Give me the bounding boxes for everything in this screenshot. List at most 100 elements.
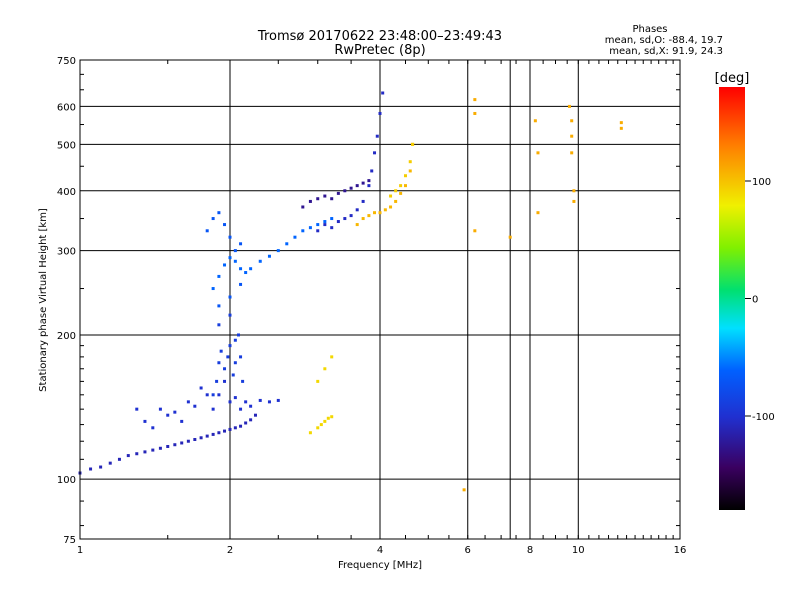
data-point — [193, 438, 197, 442]
data-point — [533, 119, 537, 123]
data-point — [330, 217, 334, 221]
data-point — [361, 199, 365, 203]
data-point — [343, 217, 347, 221]
data-point — [323, 419, 327, 423]
data-point — [211, 287, 215, 291]
y-axis-label: Stationary phase Virtual Height [km] — [38, 208, 49, 392]
data-point — [367, 179, 371, 183]
data-point — [219, 349, 223, 353]
data-point — [211, 432, 215, 436]
data-point — [276, 249, 280, 253]
data-point — [373, 211, 377, 215]
data-point — [349, 186, 353, 190]
colorbar-tick-label: 100 — [752, 177, 771, 188]
x-tick-label: 8 — [527, 545, 533, 556]
data-point — [389, 205, 393, 209]
data-point — [239, 267, 243, 271]
data-point — [233, 249, 237, 253]
data-point — [330, 226, 334, 230]
x-tick-label: 6 — [465, 545, 471, 556]
data-point — [228, 313, 232, 317]
data-point — [233, 361, 237, 365]
data-point — [308, 199, 312, 203]
data-point — [143, 419, 147, 423]
data-point — [326, 416, 330, 420]
data-point — [316, 223, 320, 227]
data-point — [223, 379, 227, 383]
data-point — [308, 226, 312, 230]
data-point — [343, 189, 347, 193]
data-point — [217, 304, 221, 308]
data-point — [330, 415, 334, 419]
x-tick-label: 1 — [77, 545, 83, 556]
data-point — [233, 259, 237, 263]
data-point — [135, 407, 139, 411]
data-point — [226, 355, 230, 359]
data-point — [473, 98, 477, 102]
data-point — [323, 194, 327, 198]
data-point — [570, 119, 574, 123]
data-point — [249, 404, 253, 408]
data-point — [217, 393, 221, 397]
data-point — [323, 223, 327, 227]
data-point — [205, 434, 209, 438]
data-point — [508, 235, 512, 239]
data-point — [473, 229, 477, 233]
y-tick-label: 300 — [57, 247, 76, 258]
data-point — [151, 448, 155, 452]
data-point — [126, 454, 130, 458]
data-point — [166, 413, 170, 417]
data-point — [253, 413, 257, 417]
data-point — [473, 111, 477, 115]
data-point — [411, 142, 415, 146]
data-point — [211, 217, 215, 221]
data-point — [244, 271, 248, 275]
data-points — [78, 91, 623, 492]
data-point — [570, 151, 574, 155]
data-point — [267, 254, 271, 258]
chart-title: Tromsø 20170622 23:48:00–23:49:43 — [257, 29, 502, 44]
data-point — [228, 344, 232, 348]
data-point — [323, 220, 327, 224]
x-tick-label: 10 — [572, 545, 585, 556]
data-point — [244, 421, 248, 425]
phases-legend-title: Phases — [632, 24, 667, 35]
data-point — [117, 457, 121, 461]
data-point — [373, 151, 377, 155]
grid-lines — [80, 60, 680, 539]
data-point — [223, 263, 227, 267]
data-point — [367, 214, 371, 218]
data-point — [173, 410, 177, 414]
phases-legend-o: mean, sd,O: -88.4, 19.7 — [605, 35, 723, 46]
colorbar — [719, 87, 745, 510]
phases-legend-x: mean, sd,X: 91.9, 24.3 — [609, 46, 723, 57]
data-point — [223, 367, 227, 371]
data-point — [228, 295, 232, 299]
y-tick-label: 400 — [57, 187, 76, 198]
data-point — [336, 191, 340, 195]
data-point — [408, 160, 412, 164]
data-point — [186, 400, 190, 404]
data-point — [231, 373, 235, 377]
data-point — [375, 134, 379, 138]
y-tick-label: 75 — [63, 535, 76, 546]
data-point — [276, 398, 280, 402]
data-point — [394, 189, 398, 193]
data-point — [217, 211, 221, 215]
data-point — [199, 436, 203, 440]
data-point — [180, 419, 184, 423]
data-point — [223, 223, 227, 227]
data-point — [355, 223, 359, 227]
data-point — [205, 393, 209, 397]
data-point — [211, 393, 215, 397]
data-point — [355, 208, 359, 212]
data-point — [572, 189, 576, 193]
colorbar-tick-label: 0 — [752, 295, 758, 306]
colorbar-ticks: 100 0 -100 — [745, 177, 775, 423]
data-point — [619, 121, 623, 125]
data-point — [186, 439, 190, 443]
data-point — [249, 267, 253, 271]
data-point — [316, 197, 320, 201]
y-tick-label: 100 — [57, 475, 76, 486]
